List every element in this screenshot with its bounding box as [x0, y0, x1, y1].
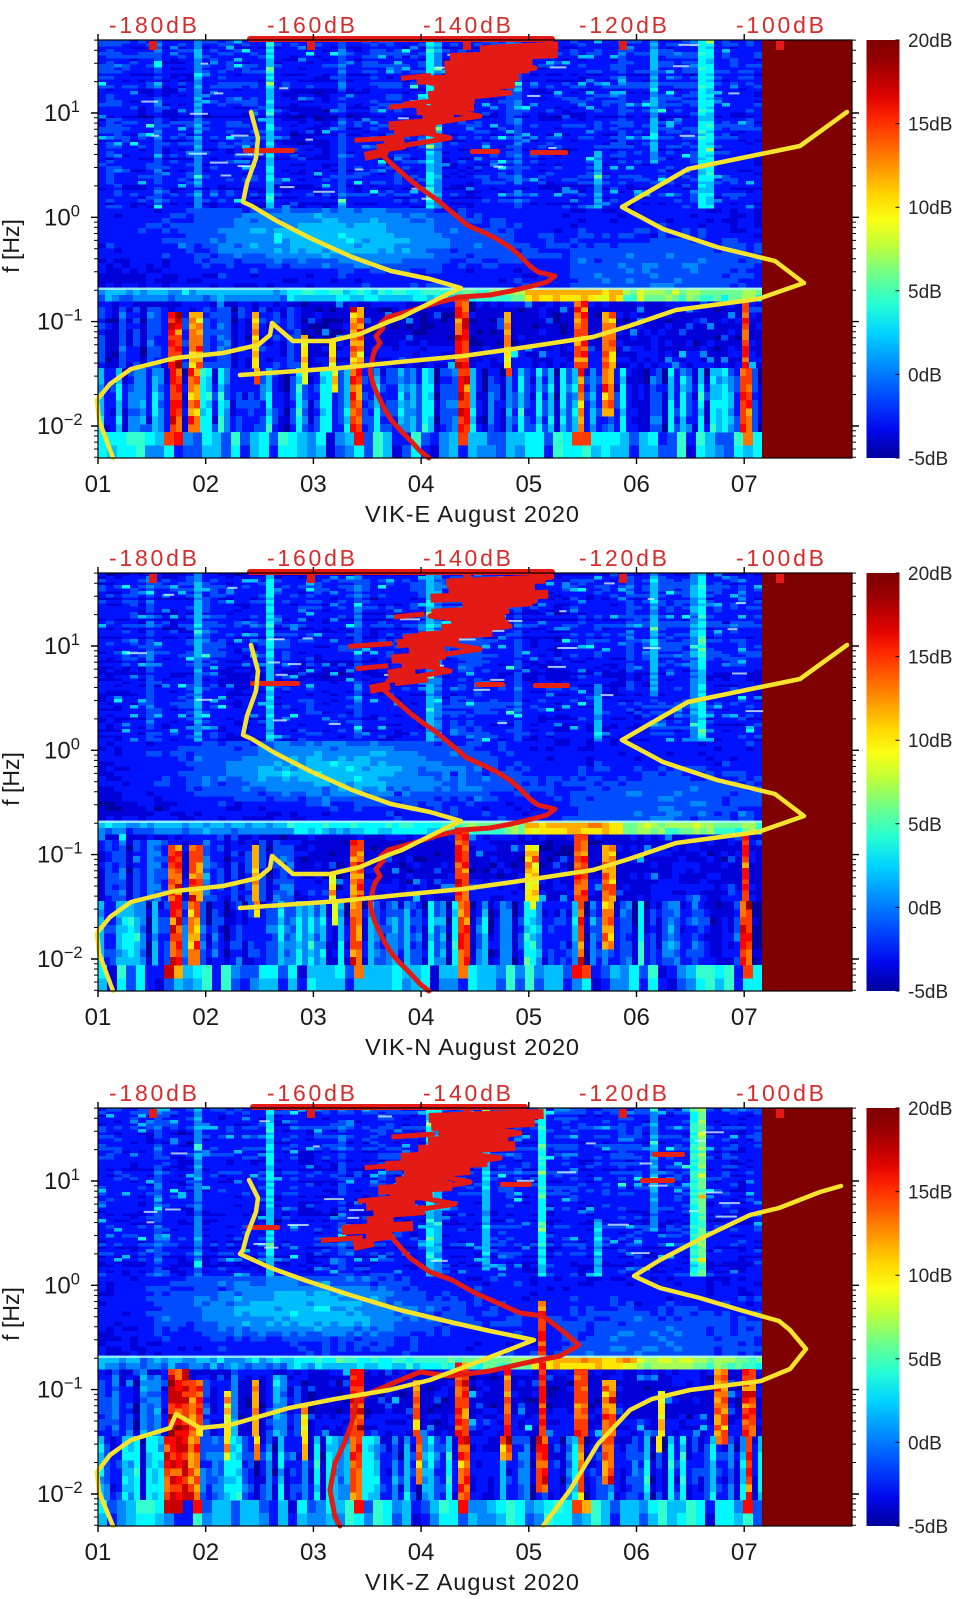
svg-text:03: 03 — [300, 471, 327, 498]
svg-text:VIK-Z August 2020: VIK-Z August 2020 — [365, 1569, 579, 1595]
svg-text:-140dB: -140dB — [423, 545, 511, 571]
svg-text:-120dB: -120dB — [579, 1080, 667, 1106]
svg-text:-160dB: -160dB — [267, 545, 355, 571]
svg-text:04: 04 — [408, 1004, 435, 1031]
svg-text:07: 07 — [731, 471, 758, 498]
svg-text:5dB: 5dB — [908, 1350, 942, 1371]
svg-text:10dB: 10dB — [908, 1266, 952, 1287]
svg-text:07: 07 — [731, 1004, 758, 1031]
svg-text:05: 05 — [515, 1539, 542, 1566]
svg-text:-5dB: -5dB — [908, 982, 948, 1003]
svg-text:20dB: 20dB — [908, 31, 952, 52]
svg-text:-180dB: -180dB — [109, 545, 197, 571]
svg-text:15dB: 15dB — [908, 1183, 952, 1204]
svg-text:VIK-N August 2020: VIK-N August 2020 — [365, 1034, 579, 1060]
svg-text:20dB: 20dB — [908, 1099, 952, 1120]
svg-text:0dB: 0dB — [908, 898, 942, 919]
svg-text:10dB: 10dB — [908, 731, 952, 752]
svg-text:15dB: 15dB — [908, 115, 952, 136]
svg-text:02: 02 — [192, 471, 219, 498]
svg-text:-140dB: -140dB — [423, 12, 511, 38]
svg-text:01: 01 — [85, 1539, 112, 1566]
svg-text:-160dB: -160dB — [267, 1080, 355, 1106]
svg-text:02: 02 — [192, 1539, 219, 1566]
svg-text:-100dB: -100dB — [736, 12, 824, 38]
svg-text:-180dB: -180dB — [109, 12, 197, 38]
svg-text:01: 01 — [85, 471, 112, 498]
svg-text:03: 03 — [300, 1004, 327, 1031]
svg-text:f [Hz]: f [Hz] — [0, 219, 24, 273]
svg-text:5dB: 5dB — [908, 815, 942, 836]
svg-text:5dB: 5dB — [908, 282, 942, 303]
svg-text:0dB: 0dB — [908, 1433, 942, 1454]
svg-text:05: 05 — [515, 471, 542, 498]
svg-text:06: 06 — [623, 471, 650, 498]
svg-text:-120dB: -120dB — [579, 12, 667, 38]
svg-text:05: 05 — [515, 1004, 542, 1031]
svg-text:-5dB: -5dB — [908, 449, 948, 470]
svg-text:07: 07 — [731, 1539, 758, 1566]
svg-text:VIK-E August 2020: VIK-E August 2020 — [365, 501, 579, 527]
svg-text:-100dB: -100dB — [736, 545, 824, 571]
svg-text:-180dB: -180dB — [109, 1080, 197, 1106]
svg-text:06: 06 — [623, 1539, 650, 1566]
svg-text:-100dB: -100dB — [736, 1080, 824, 1106]
svg-text:04: 04 — [408, 471, 435, 498]
svg-text:01: 01 — [85, 1004, 112, 1031]
svg-text:04: 04 — [408, 1539, 435, 1566]
svg-text:20dB: 20dB — [908, 564, 952, 585]
svg-text:0dB: 0dB — [908, 365, 942, 386]
svg-text:15dB: 15dB — [908, 648, 952, 669]
svg-text:100: 100 — [44, 735, 80, 764]
svg-text:-140dB: -140dB — [423, 1080, 511, 1106]
svg-text:-160dB: -160dB — [267, 12, 355, 38]
svg-text:02: 02 — [192, 1004, 219, 1031]
svg-text:-5dB: -5dB — [908, 1517, 948, 1538]
svg-text:10dB: 10dB — [908, 198, 952, 219]
svg-text:f [Hz]: f [Hz] — [0, 1287, 24, 1341]
svg-text:03: 03 — [300, 1539, 327, 1566]
svg-text:f [Hz]: f [Hz] — [0, 752, 24, 806]
svg-text:06: 06 — [623, 1004, 650, 1031]
svg-text:-120dB: -120dB — [579, 545, 667, 571]
